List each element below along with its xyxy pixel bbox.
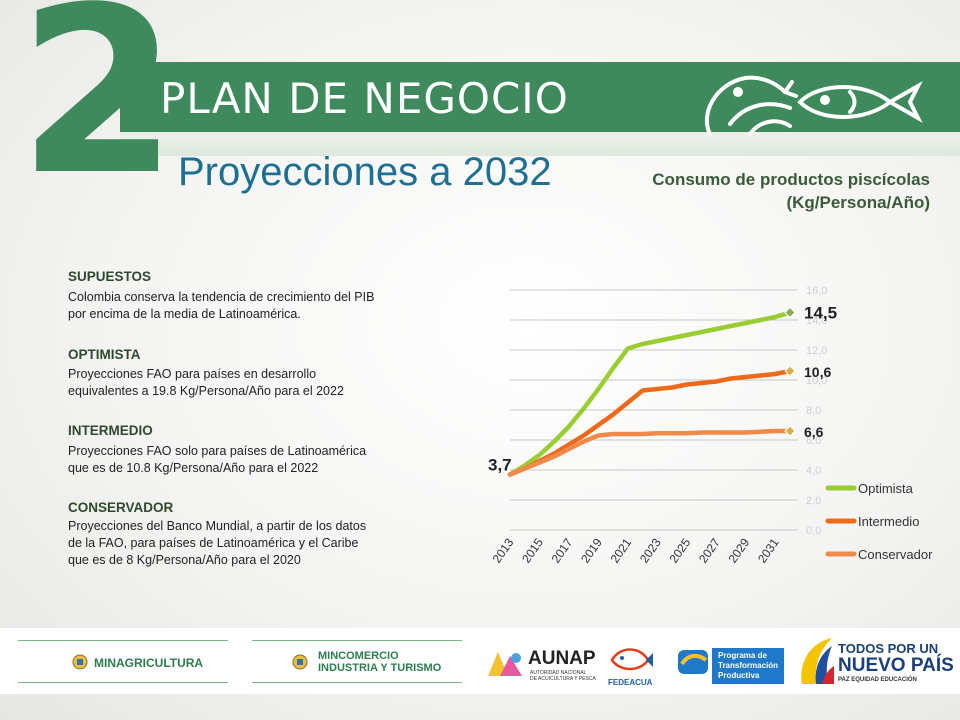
data-label-end: 10,6	[804, 364, 831, 380]
mincomercio-line1: MINCOMERCIO	[318, 650, 399, 662]
mincomercio-logo: MINCOMERCIO INDUSTRIA Y TURISMO	[318, 650, 441, 674]
ptp-mark-icon	[678, 650, 708, 674]
scenario-line: por encima de la media de Latinoamérica.	[68, 307, 301, 321]
y-tick-label: 14,0	[806, 315, 827, 327]
ptp-line2: Transformación	[718, 661, 779, 670]
legend-label: Intermedio	[858, 514, 919, 529]
section-number: 2	[18, 0, 178, 226]
scenario-line: que es de 10.8 Kg/Persona/Año para el 20…	[68, 461, 319, 475]
scenario-body-supuestos: Colombia conserva la tendencia de crecim…	[68, 289, 438, 323]
page-title: PLAN DE NEGOCIO	[160, 74, 569, 123]
legend-label: Conservador	[858, 547, 933, 562]
colombia-flag-swoosh-icon	[801, 638, 834, 684]
y-tick-label: 2,0	[806, 495, 821, 507]
data-label-end: 6,6	[804, 424, 824, 440]
x-tick-label: 2015	[519, 535, 546, 565]
x-tick-label: 2017	[549, 535, 576, 565]
x-tick-label: 2021	[608, 535, 635, 565]
series-end-marker	[784, 306, 796, 319]
scenario-line: Proyecciones FAO solo para países de Lat…	[68, 444, 367, 458]
series-end-marker	[784, 365, 796, 377]
footer-logos: MINAGRICULTURA MINCOMERCIO INDUSTRIA Y T…	[0, 628, 960, 694]
series-line-intermedio	[507, 368, 793, 477]
divider	[252, 682, 462, 683]
page-subtitle: Proyecciones a 2032	[178, 150, 552, 194]
aunap-subtitle: AUTORIDAD NACIONAL DE ACUICULTURA Y PESC…	[530, 670, 596, 682]
scenario-line: Colombia conserva la tendencia de crecim…	[68, 290, 375, 304]
series-end-marker	[784, 425, 796, 437]
aunap-subtitle-line1: AUTORIDAD NACIONAL	[530, 670, 587, 676]
colombia-shield-icon	[292, 654, 308, 670]
aunap-mark-icon	[488, 652, 522, 676]
divider	[18, 682, 228, 683]
y-tick-label: 10,0	[806, 375, 827, 387]
ptp-line1: Programa de	[718, 651, 767, 660]
aunap-subtitle-line2: DE ACUICULTURA Y PESCA	[530, 676, 596, 682]
x-tick-label: 2019	[578, 535, 605, 565]
fish-outline-icon	[797, 80, 923, 124]
data-label-start: 3,7	[488, 456, 512, 475]
series-line-conservador	[507, 428, 793, 477]
x-tick-label: 2013	[490, 535, 517, 565]
x-tick-label: 2023	[637, 535, 664, 565]
gov-slogan-line1: TODOS POR UN	[838, 641, 939, 656]
y-tick-label: 8,0	[806, 405, 821, 417]
chart-caption-line1: Consumo de productos piscícolas	[652, 170, 930, 189]
y-tick-label: 4,0	[806, 465, 821, 477]
scenario-line: de la FAO, para países de Latinoamérica …	[68, 536, 359, 550]
x-tick-label: 2025	[667, 535, 694, 565]
x-tick-label: 2027	[696, 535, 723, 565]
scenario-body-conservador: Proyecciones del Banco Mundial, a partir…	[68, 518, 438, 569]
scenario-heading-supuestos: SUPUESTOS	[68, 269, 152, 284]
ptp-line3: Productiva	[718, 671, 760, 680]
scenario-line: que es de 8 Kg/Persona/Año para el 2020	[68, 553, 301, 567]
scenario-heading-optimista: OPTIMISTA	[68, 347, 141, 362]
divider	[252, 640, 462, 641]
x-tick-label: 2031	[755, 535, 782, 565]
scenario-line: Proyecciones FAO para países en desarrol…	[68, 367, 317, 381]
minagricultura-logo: MINAGRICULTURA	[94, 656, 204, 670]
fish-icon	[704, 75, 798, 136]
fedeacua-logo: FEDEACUA	[608, 678, 653, 687]
header-banner	[120, 62, 960, 132]
scenario-heading-intermedio: INTERMEDIO	[68, 423, 153, 438]
scenario-line: Proyecciones del Banco Mundial, a partir…	[68, 519, 367, 533]
ptp-logo: Programa de Transformación Productiva	[712, 648, 785, 684]
x-tick-label: 2029	[725, 535, 752, 565]
divider	[18, 640, 228, 641]
y-tick-label: 6,0	[806, 435, 821, 447]
chart-caption-line2: (Kg/Persona/Año)	[786, 193, 930, 212]
y-tick-label: 0,0	[806, 525, 821, 537]
gov-slogan-line2: NUEVO PAÍS	[838, 655, 954, 676]
y-tick-label: 12,0	[806, 345, 827, 357]
data-label-end: 14,5	[804, 304, 837, 323]
fedeacua-fish-icon	[610, 648, 653, 671]
chart-caption: Consumo de productos piscícolas (Kg/Pers…	[570, 168, 930, 214]
gov-slogan-line3: PAZ EQUIDAD EDUCACIÓN	[838, 677, 917, 683]
scenario-line: equivalentes a 19.8 Kg/Persona/Año para …	[68, 384, 344, 398]
gov-slogan-logo: TODOS POR UN NUEVO PAÍS PAZ EQUIDAD EDUC…	[838, 642, 954, 684]
mincomercio-line2: INDUSTRIA Y TURISMO	[318, 662, 442, 674]
scenario-body-optimista: Proyecciones FAO para países en desarrol…	[68, 366, 438, 400]
colombia-shield-icon	[72, 654, 88, 670]
legend-label: Optimista	[858, 481, 914, 496]
scenario-heading-conservador: CONSERVADOR	[68, 500, 174, 515]
series-line-optimista	[507, 310, 793, 477]
aunap-logo: AUNAP	[528, 648, 596, 669]
scenario-body-intermedio: Proyecciones FAO solo para países de Lat…	[68, 443, 438, 477]
header-banner-shadow	[120, 132, 960, 156]
y-tick-label: 16,0	[806, 285, 827, 297]
fish-logo	[704, 75, 923, 136]
